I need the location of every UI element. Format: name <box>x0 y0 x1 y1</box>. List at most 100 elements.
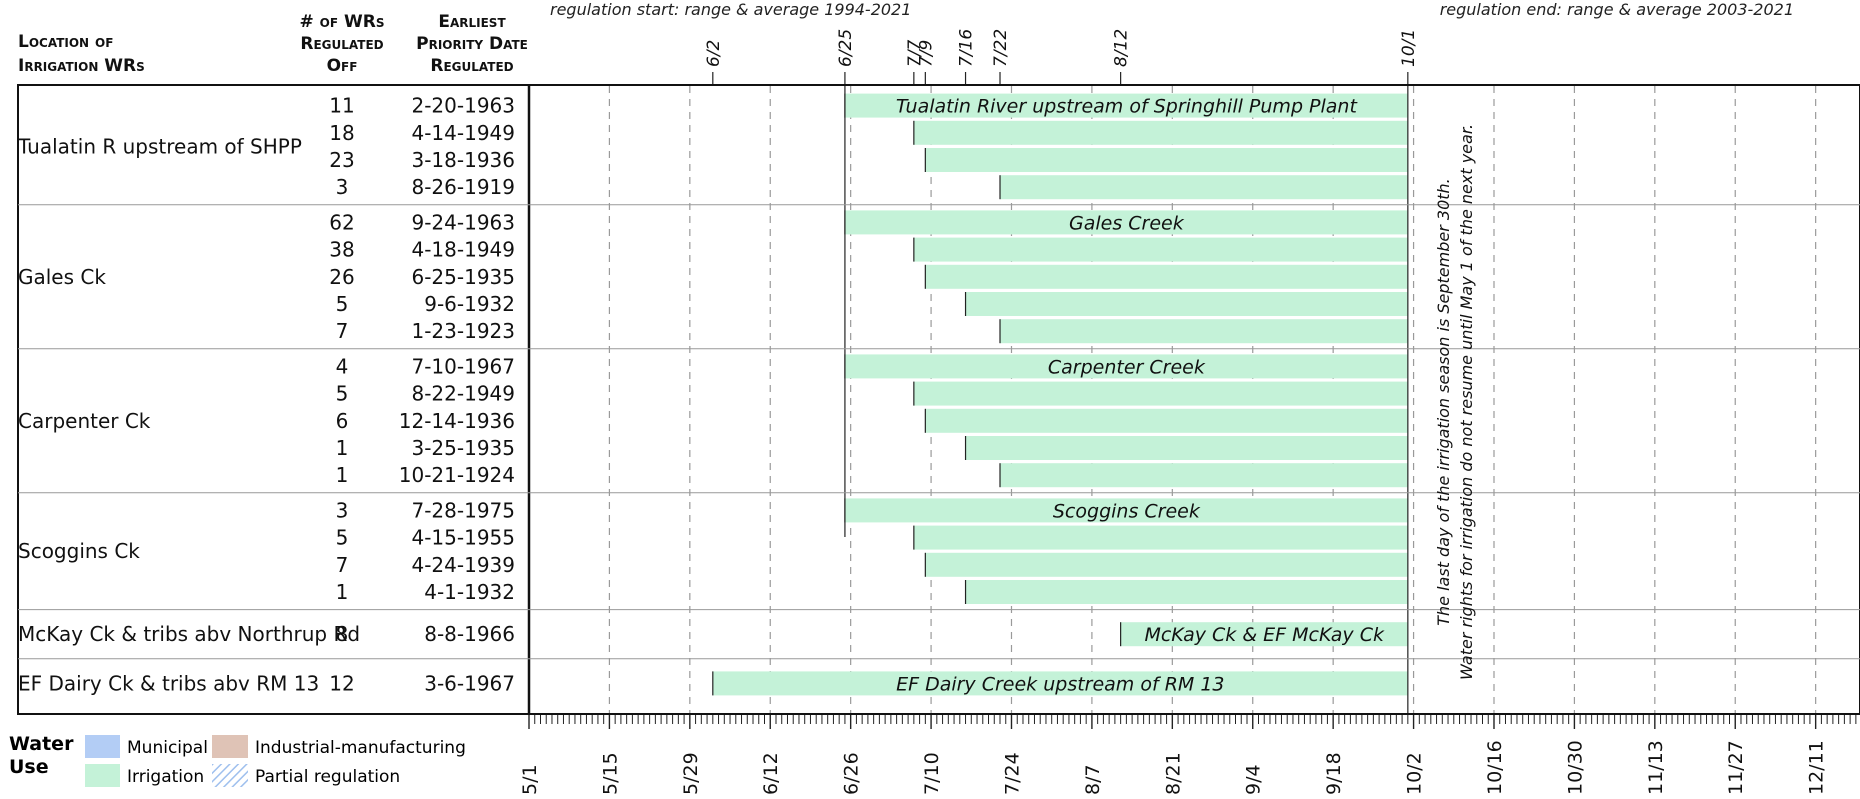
top-marker-label: 7/7 <box>905 39 925 67</box>
group-location-label: McKay Ck & tribs abv Northrup Rd <box>18 622 360 646</box>
x-tick-label: 5/1 <box>519 764 541 795</box>
priority-date: 10-21-1924 <box>399 463 515 487</box>
regulation-bar <box>844 210 1408 235</box>
legend-swatch-irrigation <box>85 764 120 787</box>
wr-count: 18 <box>329 121 354 145</box>
legend-label-irrigation: Irrigation <box>127 767 204 787</box>
wr-count: 5 <box>336 382 349 406</box>
x-tick-label: 5/29 <box>680 752 702 795</box>
wr-count: 11 <box>329 94 354 118</box>
group-dividers <box>18 204 1860 660</box>
priority-date: 2-20-1963 <box>411 94 515 118</box>
x-tick-label: 5/15 <box>599 752 621 795</box>
wr-count: 38 <box>329 238 354 262</box>
priority-date: 4-1-1932 <box>424 580 515 604</box>
priority-date: 7-28-1975 <box>411 498 515 522</box>
legend: Water Use Municipal Industrial-manufactu… <box>9 733 466 787</box>
legend-label-industrial: Industrial-manufacturing <box>255 738 466 758</box>
regulation-bar <box>965 436 1408 460</box>
top-marker-label: 6/25 <box>836 29 856 67</box>
priority-date: 4-15-1955 <box>411 526 515 550</box>
priority-date: 4-24-1939 <box>411 553 515 577</box>
x-tick-label: 10/30 <box>1564 740 1586 795</box>
top-date-markers: 6/2 6/25 7/77/9 7/16 7/22 8/12 10/1 <box>704 29 1419 85</box>
regulation-bar <box>1000 463 1408 488</box>
x-axis: 5/1 5/15 5/29 6/12 6/26 7/10 7/24 8/7 8/21 9/4 9/1… <box>519 715 1857 795</box>
count-header-line3: Off <box>327 56 358 76</box>
regulation-bar <box>913 525 1408 550</box>
regulation-bar <box>965 292 1408 316</box>
x-tick-label: 8/21 <box>1162 752 1184 795</box>
group-location-label: Scoggins Ck <box>18 539 140 563</box>
group-location-label: EF Dairy Ck & tribs abv RM 13 <box>18 671 319 695</box>
priority-date: 8-26-1919 <box>411 175 515 199</box>
top-marker-label: 10/1 <box>1399 29 1419 67</box>
legend-title-line2: Use <box>9 756 49 778</box>
group-location-label: Tualatin R upstream of SHPP <box>17 134 302 158</box>
legend-label-municipal: Municipal <box>127 738 208 758</box>
priority-date: 4-14-1949 <box>411 121 515 145</box>
season-note-line2: Water rights for irrigation do not resum… <box>1457 124 1476 680</box>
regulation-bar <box>1120 622 1408 647</box>
count-header-line2: Regulated <box>300 34 383 54</box>
group-location-label: Carpenter Ck <box>18 409 151 433</box>
top-marker-label: 7/9 <box>916 40 936 67</box>
group-bar-label: Tualatin River upstream of Springhill Pu… <box>896 96 1359 118</box>
priority-date: 9-24-1963 <box>411 210 515 234</box>
regulation-bar <box>925 264 1408 289</box>
wr-count: 1 <box>336 580 349 604</box>
count-header-line1: # of WRs <box>300 12 385 32</box>
x-tick-label: 11/27 <box>1725 740 1747 795</box>
regulation-bar <box>712 671 1408 696</box>
priority-date: 6-25-1935 <box>411 265 515 289</box>
date-header-line3: Regulated <box>430 56 513 76</box>
x-tick-label: 11/13 <box>1645 740 1667 795</box>
date-header-line2: Priority Date <box>416 34 528 54</box>
legend-swatch-municipal <box>85 735 120 758</box>
legend-swatch-partial <box>212 764 248 787</box>
wr-count: 62 <box>329 210 354 234</box>
x-tick-label: 6/26 <box>841 752 863 795</box>
priority-date: 8-22-1949 <box>411 382 515 406</box>
wr-count: 1 <box>336 436 349 460</box>
top-marker-label: 8/12 <box>1112 29 1132 67</box>
top-marker-label: 7/16 <box>957 29 977 67</box>
regulation-bar <box>844 498 1408 523</box>
regulation-bar <box>844 354 1408 379</box>
x-tick-label: 7/24 <box>1001 752 1023 795</box>
x-tick-label: 10/2 <box>1404 752 1426 795</box>
priority-date: 9-6-1932 <box>424 292 515 316</box>
group-bar-label: EF Dairy Creek upstream of RM 13 <box>896 673 1224 695</box>
group-bar-label: McKay Ck & EF McKay Ck <box>1144 624 1385 646</box>
group-location-label: Gales Ck <box>18 265 106 289</box>
x-tick-label: 9/18 <box>1323 752 1345 795</box>
group-bar-label: Carpenter Creek <box>1048 356 1206 378</box>
x-tick-label: 8/7 <box>1082 764 1104 795</box>
wr-count: 4 <box>336 354 349 378</box>
chart-frame <box>17 84 1860 715</box>
priority-date: 7-10-1967 <box>411 354 515 378</box>
regulation-bar <box>925 552 1408 577</box>
group-bar-label: Scoggins Creek <box>1053 500 1201 522</box>
top-marker-label: 7/22 <box>991 29 1011 67</box>
wr-count: 12 <box>329 671 354 695</box>
priority-date: 3-25-1935 <box>411 436 515 460</box>
regulation-bar <box>913 381 1408 406</box>
priority-date: 4-18-1949 <box>411 238 515 262</box>
regulation-start-note: regulation start: range & average 1994-2… <box>550 0 911 19</box>
wr-count: 26 <box>329 265 354 289</box>
group-bar-label: Gales Creek <box>1069 212 1185 234</box>
priority-date: 1-23-1923 <box>411 319 515 343</box>
wr-count: 3 <box>336 175 349 199</box>
regulation-bar <box>1000 175 1408 200</box>
season-note: The last day of the irrigation season is… <box>1434 124 1476 680</box>
regulation-bar <box>844 93 1408 118</box>
date-header-line1: Earliest <box>438 12 506 32</box>
regulation-bar <box>913 120 1408 145</box>
legend-label-partial: Partial regulation <box>255 767 400 787</box>
regulation-bar <box>925 148 1408 172</box>
season-note-line1: The last day of the irrigation season is… <box>1434 178 1453 625</box>
wr-count: 7 <box>336 319 349 343</box>
location-header-line2: Irrigation WRs <box>18 56 145 76</box>
